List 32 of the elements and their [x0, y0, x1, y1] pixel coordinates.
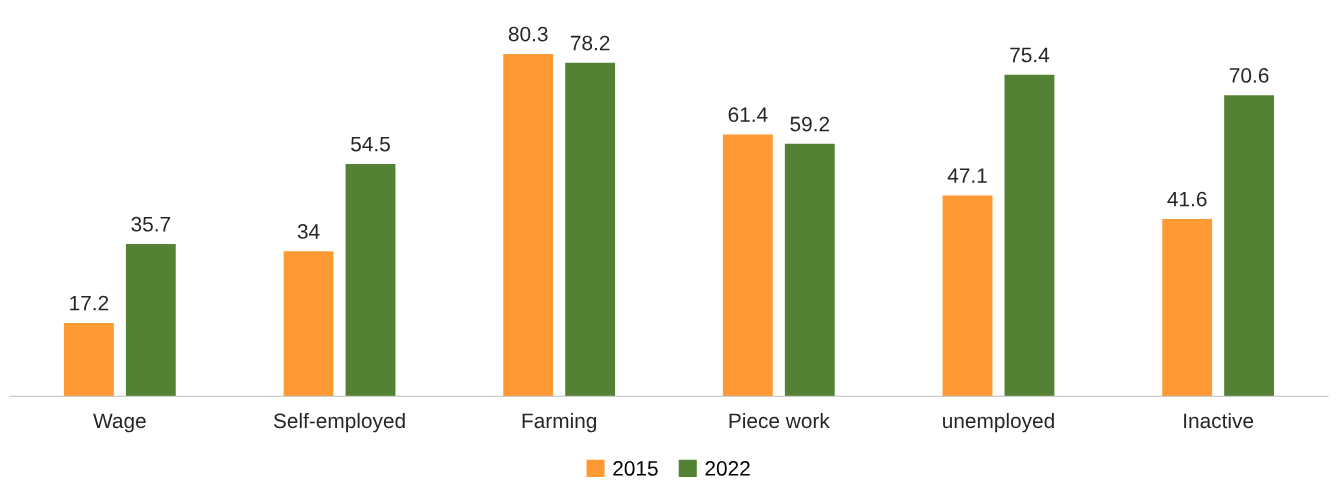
data-label: 59.2 [790, 116, 830, 132]
x-tick-label: Self-employed [273, 412, 405, 433]
x-tick-label: Wage [93, 413, 146, 433]
data-label: 80.3 [508, 26, 548, 42]
data-label: 47.1 [947, 168, 987, 183]
x-tick-label: Piece work [729, 412, 830, 429]
legend-label: 2022 [705, 461, 750, 476]
data-label: 78.2 [570, 35, 610, 51]
data-label: 61.4 [728, 107, 768, 123]
data-label: 75.4 [1010, 47, 1050, 63]
x-tick-label: Inactive [1184, 412, 1254, 429]
data-label: 54.5 [351, 136, 390, 152]
legend-label: 2015 [613, 461, 658, 476]
bar [942, 195, 993, 397]
bar [722, 134, 773, 397]
data-label: 34 [297, 224, 320, 239]
bar [784, 143, 835, 397]
data-label: 70.6 [1229, 68, 1269, 83]
bar [283, 251, 334, 397]
bar [1162, 218, 1213, 397]
bar [1224, 95, 1275, 397]
bar [1004, 74, 1055, 397]
bar [345, 163, 396, 397]
bar [63, 322, 114, 397]
data-label: 41.6 [1167, 191, 1207, 207]
bar [125, 244, 176, 397]
data-label: 17.2 [70, 295, 109, 311]
bar [565, 62, 616, 397]
x-tick-label: Farming [522, 412, 597, 433]
bar [503, 53, 554, 397]
x-tick-label: unemployed [943, 412, 1054, 433]
data-label: 35.7 [131, 216, 171, 232]
